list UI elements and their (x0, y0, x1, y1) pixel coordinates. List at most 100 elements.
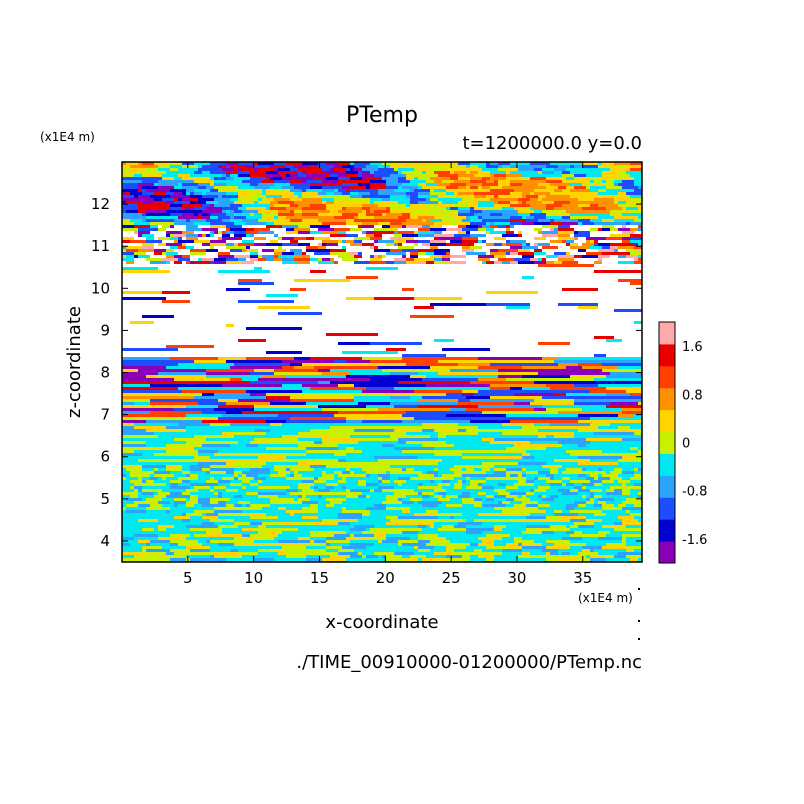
heatmap-cell (298, 432, 339, 436)
heatmap-cell (346, 507, 355, 511)
heatmap-cell (226, 483, 231, 487)
heatmap-cell (394, 552, 415, 556)
heatmap-cell (354, 168, 363, 172)
heatmap-cell (182, 483, 187, 487)
heatmap-cell (478, 357, 499, 361)
heatmap-cell (234, 222, 247, 226)
heatmap-cell (526, 240, 535, 244)
heatmap-cell (422, 210, 439, 214)
heatmap-cell (514, 282, 531, 286)
heatmap-cell (162, 246, 171, 250)
heatmap-cell (254, 471, 259, 475)
heatmap-cell (286, 174, 291, 178)
heatmap-cell (546, 219, 551, 223)
heatmap-cell (242, 474, 247, 478)
heatmap-cell (378, 195, 391, 199)
heatmap-cell (178, 222, 195, 226)
heatmap-cell (542, 543, 547, 547)
heatmap-cell (358, 462, 395, 466)
heatmap-cell (298, 225, 311, 229)
heatmap-cell (222, 384, 263, 388)
heatmap-cell (630, 162, 642, 166)
heatmap-cell (198, 237, 211, 241)
heatmap-cell (282, 186, 295, 190)
heatmap-cell (602, 519, 623, 523)
heatmap-cell (574, 489, 579, 493)
heatmap-cell (626, 348, 635, 352)
heatmap-cell (178, 489, 187, 493)
heatmap-cell (602, 219, 615, 223)
heatmap-cell (610, 522, 615, 526)
heatmap-cell (146, 276, 183, 280)
heatmap-cell (574, 237, 579, 241)
heatmap-cell (562, 516, 587, 520)
heatmap-cell (154, 192, 167, 196)
heatmap-cell (598, 501, 607, 505)
heatmap-cell (486, 240, 503, 244)
heatmap-cell (370, 246, 375, 250)
heatmap-cell (502, 555, 519, 559)
heatmap-cell (390, 546, 415, 550)
heatmap-cell (234, 492, 247, 496)
heatmap-cell (362, 210, 367, 214)
heatmap-cell (522, 183, 539, 187)
heatmap-cell (614, 489, 623, 493)
heatmap-cell (458, 531, 467, 535)
heatmap-cell (618, 243, 635, 247)
heatmap-cell (410, 210, 423, 214)
heatmap-cell (130, 192, 143, 196)
heatmap-cell (538, 477, 551, 481)
heatmap-cell (594, 243, 599, 247)
heatmap-cell (530, 522, 547, 526)
heatmap-cell (510, 183, 523, 187)
heatmap-cell (378, 459, 419, 463)
heatmap-cell (166, 195, 171, 199)
heatmap-cell (234, 435, 255, 439)
heatmap-cell (630, 480, 642, 484)
heatmap-cell (614, 162, 627, 166)
heatmap-cell (622, 240, 631, 244)
heatmap-cell (630, 210, 642, 214)
heatmap-cell (418, 531, 439, 535)
heatmap-cell (238, 258, 247, 262)
heatmap-cell (122, 276, 147, 280)
heatmap-cell (614, 498, 627, 502)
heatmap-cell (574, 294, 635, 298)
heatmap-cell (362, 531, 379, 535)
heatmap-cell (266, 195, 283, 199)
heatmap-cell (286, 477, 299, 481)
heatmap-cell (122, 312, 159, 316)
heatmap-cell (594, 501, 599, 505)
heatmap-cell (630, 513, 642, 517)
heatmap-cell (190, 501, 199, 505)
heatmap-cell (254, 429, 271, 433)
heatmap-cell (510, 546, 523, 550)
heatmap-cell (310, 306, 343, 310)
heatmap-cell (474, 540, 479, 544)
heatmap-cell (294, 453, 307, 457)
heatmap-cell (354, 201, 371, 205)
heatmap-cell (406, 348, 419, 352)
heatmap-cell (438, 174, 455, 178)
heatmap-cell (606, 471, 611, 475)
heatmap-cell (378, 303, 391, 307)
heatmap-cell (222, 414, 279, 418)
heatmap-cell (162, 321, 223, 325)
heatmap-cell (430, 192, 435, 196)
heatmap-cell (630, 393, 642, 397)
heatmap-cell (210, 171, 227, 175)
heatmap-cell (634, 243, 639, 247)
heatmap-cell (154, 492, 159, 496)
heatmap-cell (434, 276, 475, 280)
heatmap-cell (366, 177, 383, 181)
heatmap-cell (450, 204, 455, 208)
heatmap-cell (638, 297, 642, 301)
heatmap-cell (430, 246, 439, 250)
heatmap-cell (582, 168, 595, 172)
heatmap-cell (494, 255, 507, 259)
heatmap-cell (546, 495, 551, 499)
heatmap-cell (318, 174, 327, 178)
heatmap-cell (490, 492, 499, 496)
heatmap-cell (398, 201, 411, 205)
heatmap-cell (146, 390, 183, 394)
